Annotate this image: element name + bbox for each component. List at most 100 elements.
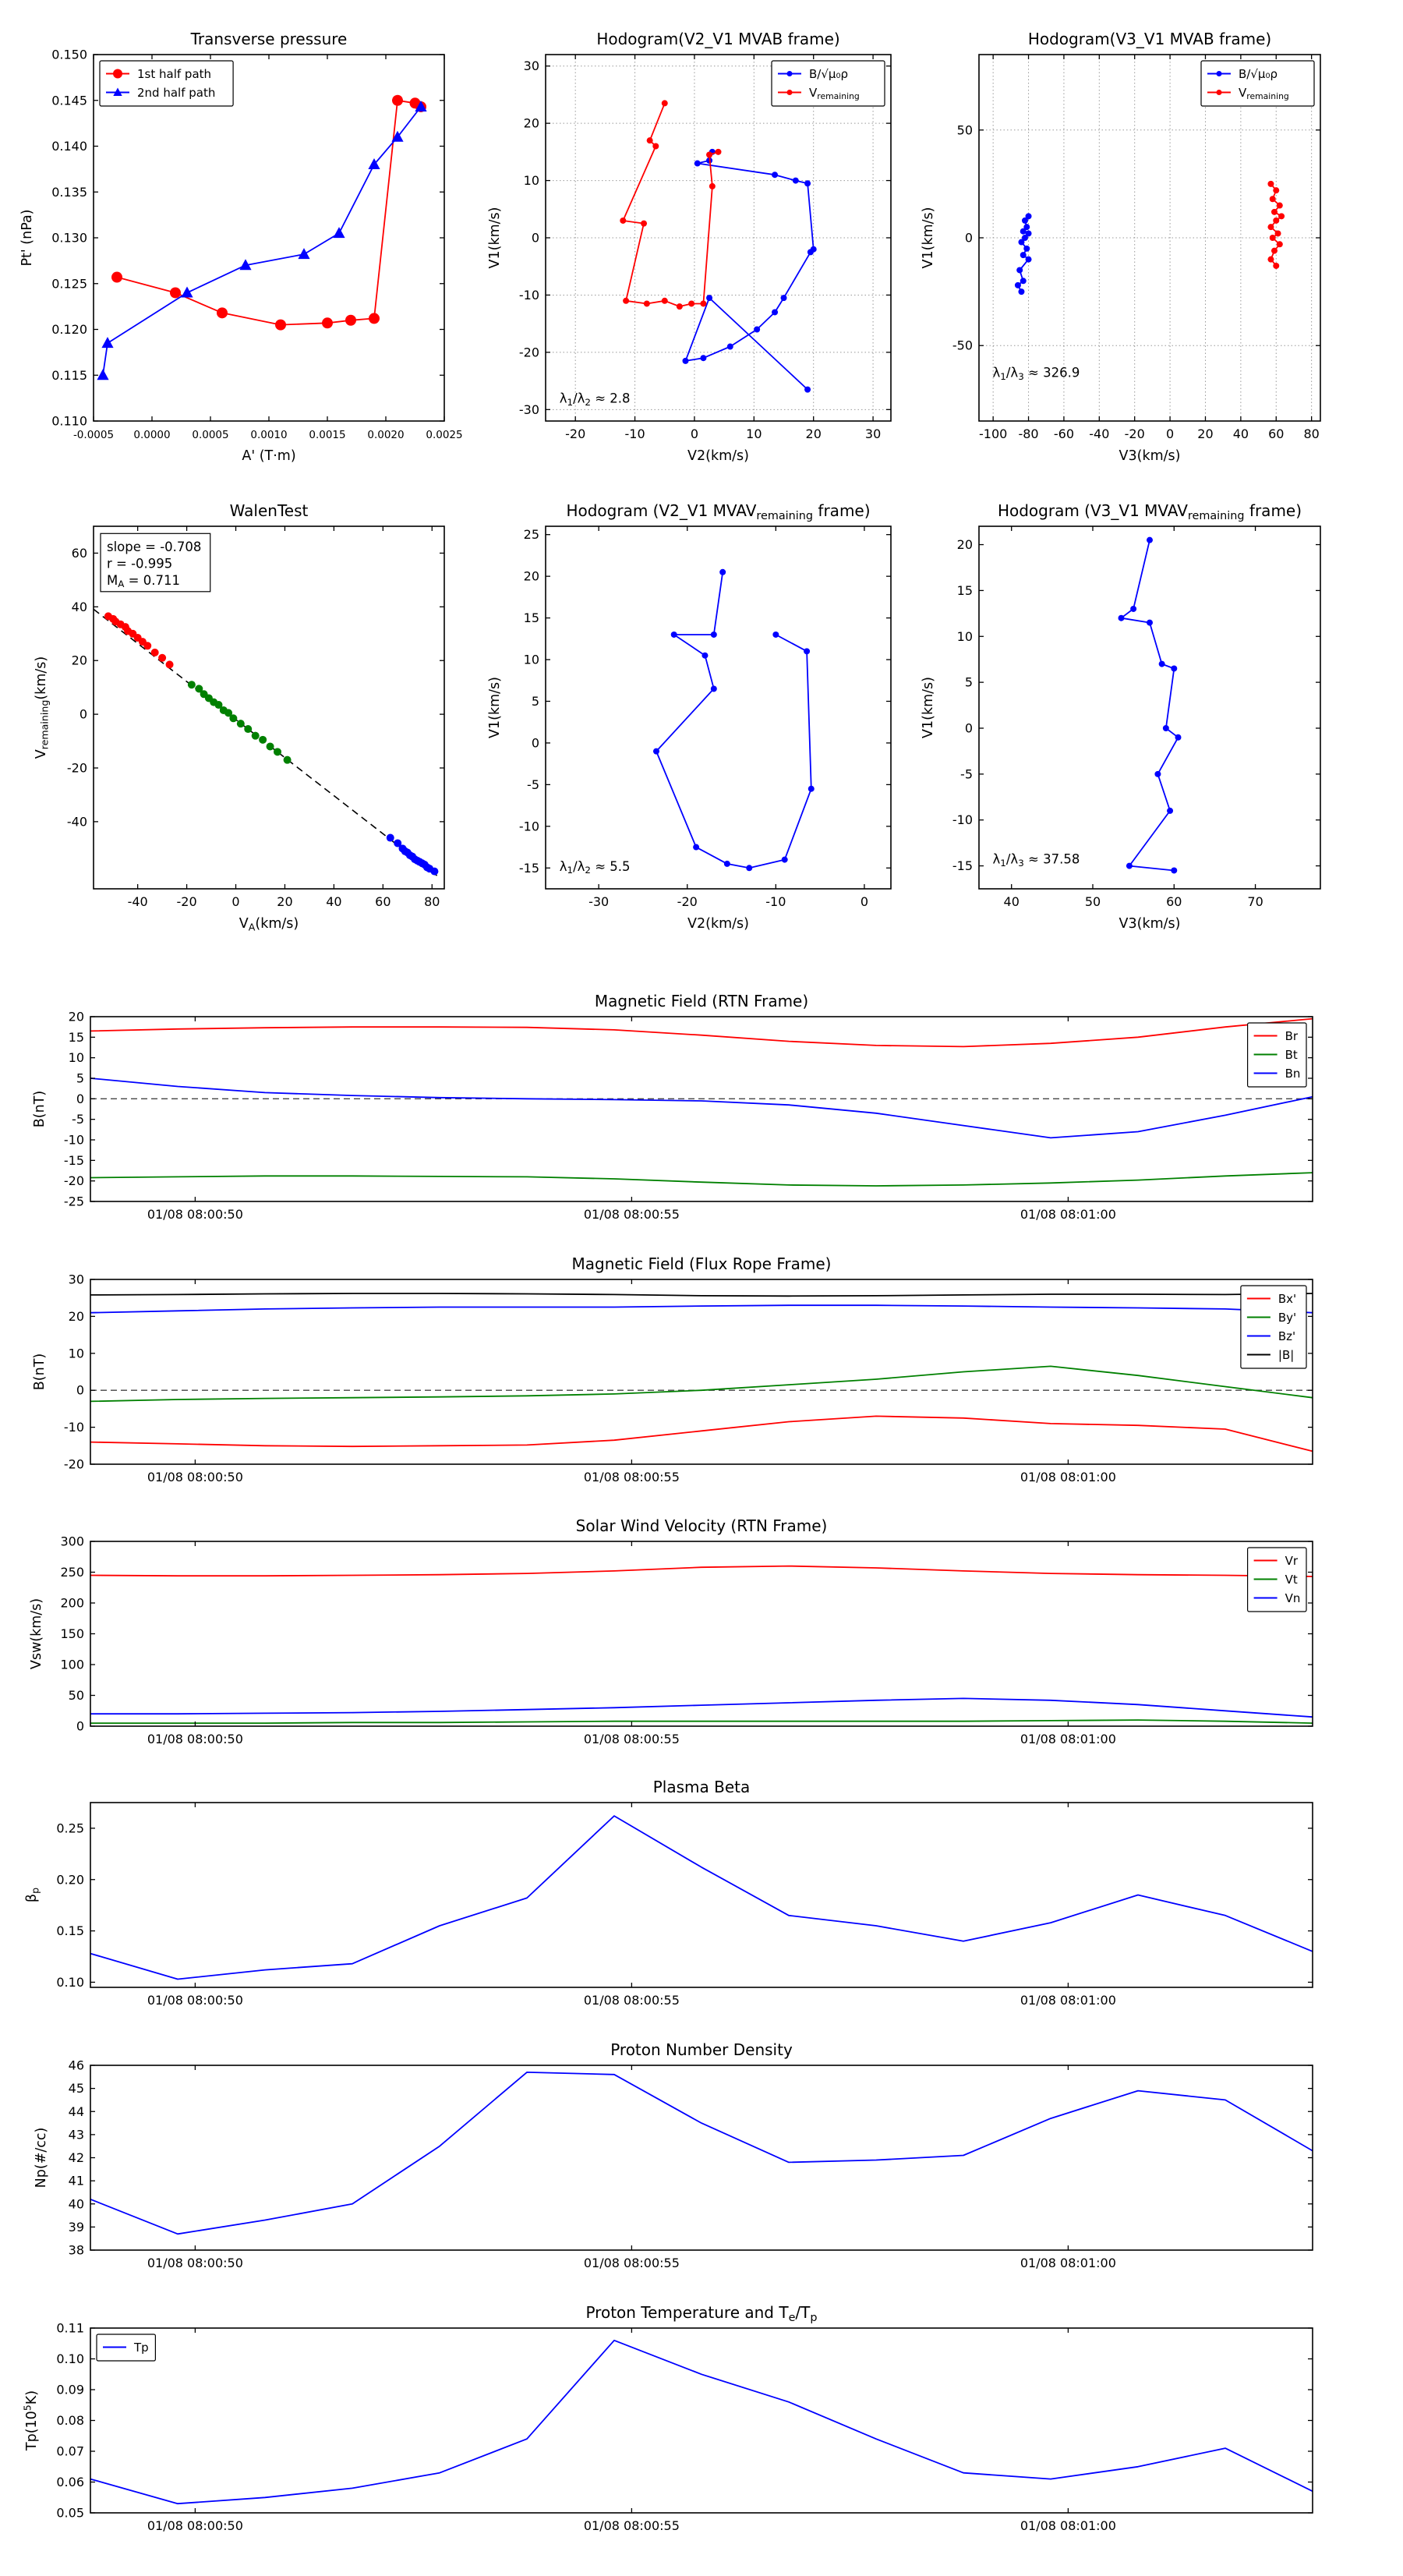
x-tick-label: 10 [746,426,762,441]
plot-area [546,526,891,889]
data-marker [710,631,717,638]
data-marker [700,355,707,362]
data-marker [1118,614,1125,621]
y-tick-label: 41 [69,2174,84,2189]
y-tick-label: 0 [76,1719,84,1734]
data-marker [1023,224,1030,231]
chart-proton-number-density: 01/08 08:00:50 01/08 08:00:55 01/08 08:01:… [34,2040,1313,2270]
legend-entries: Vr Vt Vn [1253,1554,1301,1605]
series-v-remaining [1267,180,1285,269]
y-tick-label: 0.125 [51,276,87,291]
data-marker [772,309,779,316]
y-axis-label: V1(km/s) [487,677,503,738]
data-marker [646,137,653,144]
data-marker [392,94,403,106]
y-axis-label: βp [24,1888,41,1902]
data-marker [1023,245,1030,252]
x-tick-label: 60 [1268,426,1284,441]
data-marker [1014,281,1021,288]
y-tick-label: 150 [60,1626,84,1641]
ticks [546,55,891,421]
series-tp [90,2339,1313,2505]
series-plasma-beta [90,1815,1313,1980]
ticks [90,2327,1313,2514]
data-marker [1216,90,1222,95]
y-tick-label: 5 [532,694,539,709]
data-marker [298,248,310,260]
legend-label: Bx' [1278,1292,1296,1306]
data-marker [236,720,245,728]
data-marker [266,742,274,751]
y-tick-label: 0.25 [56,1821,84,1835]
plot-area [90,2328,1313,2513]
data-marker [792,177,799,184]
series-2nd-half-path [97,100,427,380]
legend [1200,60,1315,107]
y-axis-label: B(nT) [32,1353,48,1390]
data-marker [1267,180,1274,187]
data-marker [804,648,811,655]
y-tick-label: 10 [957,629,973,644]
ticks [90,1279,1313,1465]
data-marker [1126,862,1133,869]
x-tick-label: 0 [231,894,239,909]
axes-frame [90,1279,1313,1465]
legend-label: 1st half path [137,67,211,81]
data-marker [1025,230,1032,237]
y-tick-label: -30 [519,402,539,417]
x-tick-label: 01/08 08:01:00 [1020,2518,1116,2533]
chart-title: Plasma Beta [653,1778,751,1796]
data-marker [700,300,707,307]
y-tick-label: 40 [72,600,87,614]
legend-label: Vn [1285,1591,1301,1605]
data-marker [804,386,811,393]
y-tick-label: -50 [952,338,973,353]
legend-label: By' [1278,1311,1296,1325]
data-marker [368,158,380,169]
legend-label: Tp [133,2341,149,2355]
data-marker [710,685,717,692]
y-tick-label: 10 [69,1050,84,1065]
x-tick-label: 40 [326,894,341,909]
x-tick-label: 01/08 08:00:50 [147,2256,243,2270]
y-tick-label: 15 [957,583,973,598]
x-tick-label: -10 [765,894,786,909]
y-tick-label: 0.130 [51,231,87,246]
chart-title: WalenTest [230,501,309,520]
data-marker [652,748,659,755]
chart-proton-temperature: 01/08 08:00:50 01/08 08:00:55 01/08 08:01:… [21,2303,1313,2533]
x-tick-label: 01/08 08:01:00 [1020,1470,1116,1484]
x-tick-label: 0 [1166,426,1174,441]
legend-label: B/√μ₀ρ [809,67,848,81]
chart-solar-wind-velocity: 01/08 08:00:50 01/08 08:00:55 01/08 08:01:… [29,1516,1313,1746]
y-tick-label: 39 [69,2220,84,2235]
series-b-magnitude [90,1293,1313,1297]
data-marker [623,297,630,304]
x-tick-label: 01/08 08:01:00 [1020,2256,1116,2270]
ticks [979,526,1320,889]
chart-transverse-pressure: -0.0005 0.0000 0.0005 0.0010 0.0015 0.0020 0.0… [19,30,463,464]
data-marker [394,839,402,847]
legend-label: Bn [1285,1067,1301,1081]
data-marker [1147,536,1153,543]
x-tick-label: 0.0000 [133,429,170,441]
y-tick-label: 5 [965,675,973,690]
data-marker [1016,267,1023,274]
data-marker [781,856,788,863]
data-marker [706,295,713,302]
y-tick-label: 15 [69,1030,84,1045]
axes-frame [978,525,1321,890]
x-tick-label: 0.0025 [426,429,462,441]
chart-magnetic-field-flux-rope: 01/08 08:00:50 01/08 08:00:55 01/08 08:01:… [32,1254,1313,1484]
y-axis-label: Tp(105K) [21,2390,40,2451]
y-axis-label: V1(km/s) [921,207,936,269]
data-marker [676,303,683,310]
data-marker [386,833,394,842]
data-marker [682,357,689,364]
series-b-over-sqrt-mu0-rho [1014,213,1032,295]
data-marker [1018,239,1025,246]
data-marker [1171,665,1178,672]
x-tick-label: 50 [1085,894,1101,909]
x-tick-label: -20 [1125,426,1145,441]
legend-entries: Bx' By' Bz' |B| [1246,1292,1296,1362]
